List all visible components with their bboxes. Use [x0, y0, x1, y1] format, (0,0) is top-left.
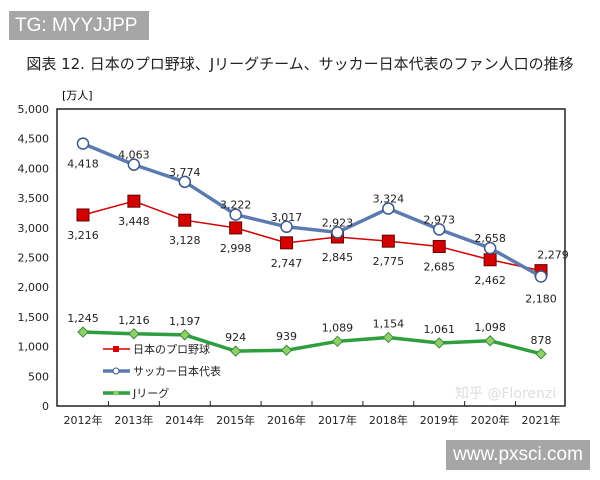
data-label: 2,775 — [373, 255, 405, 268]
y-tick-label: 2,000 — [18, 281, 50, 294]
data-label: 2,658 — [474, 232, 506, 245]
x-tick-label: 2012年 — [64, 413, 103, 427]
data-label: 1,197 — [169, 315, 201, 328]
data-label: 3,324 — [373, 193, 405, 206]
marker-diamond — [77, 326, 89, 338]
data-label: 2,923 — [322, 216, 354, 229]
series-line-2 — [82, 330, 542, 356]
marker-circle — [483, 241, 497, 255]
marker-square — [178, 213, 192, 227]
data-label: 4,418 — [67, 158, 99, 171]
y-tick-label: 500 — [28, 370, 49, 383]
marker-circle — [534, 270, 548, 283]
y-tick-label: 0 — [42, 400, 49, 413]
data-label: 2,973 — [423, 213, 455, 226]
x-tick-label: 2019年 — [420, 413, 459, 427]
y-tick-label: 4,000 — [18, 162, 50, 175]
data-label: 1,245 — [67, 312, 99, 325]
data-label: 1,098 — [474, 321, 506, 334]
legend-marker-diamond — [113, 390, 119, 396]
y-axis-label: [万人] — [62, 89, 93, 102]
y-tick-label: 5,000 — [18, 103, 50, 116]
data-label: 2,747 — [271, 257, 303, 270]
marker-diamond — [535, 348, 547, 360]
legend-label: 日本のプロ野球 — [133, 342, 210, 356]
data-label: 924 — [225, 331, 246, 344]
watermark-bottom: www.pxsci.com — [446, 440, 590, 470]
marker-circle — [229, 208, 242, 221]
data-label: 2,685 — [423, 261, 455, 274]
watermark-faint: 知乎 @Florenzi — [455, 385, 556, 402]
marker-circle — [432, 223, 446, 236]
y-tick-label: 3,000 — [18, 222, 50, 235]
data-label: 3,128 — [169, 234, 201, 247]
data-label: 2,180 — [525, 293, 557, 306]
data-label: 2,462 — [474, 274, 506, 287]
marker-circle — [331, 226, 344, 239]
x-tick-label: 2017年 — [318, 413, 357, 427]
marker-diamond — [484, 335, 496, 347]
x-tick-label: 2018年 — [369, 413, 408, 427]
data-label: 3,017 — [271, 211, 303, 224]
data-label: 2,279 — [537, 249, 569, 262]
marker-square — [432, 240, 446, 254]
marker-diamond — [229, 345, 242, 357]
legend-marker-circle — [112, 367, 120, 375]
series-line-1 — [82, 141, 542, 279]
x-tick-label: 2020年 — [471, 413, 510, 427]
data-label: 4,063 — [118, 149, 150, 162]
marker-square — [483, 253, 497, 267]
y-tick-label: 2,500 — [18, 252, 50, 265]
data-label: 1,216 — [118, 314, 150, 327]
marker-square — [381, 234, 395, 248]
marker-diamond — [433, 337, 445, 349]
marker-circle — [76, 137, 90, 150]
marker-diamond — [128, 328, 140, 340]
data-label: 3,216 — [67, 229, 99, 242]
marker-square — [229, 221, 243, 235]
marker-diamond — [382, 331, 395, 344]
data-label: 3,448 — [118, 215, 150, 228]
marker-square — [76, 208, 90, 222]
x-tick-label: 2014年 — [165, 413, 204, 427]
legend-label: Jリーグ — [132, 386, 169, 400]
x-tick-label: 2021年 — [522, 413, 561, 427]
marker-diamond — [331, 335, 344, 348]
y-tick-label: 1,000 — [18, 341, 50, 354]
y-tick-label: 1,500 — [18, 311, 50, 324]
data-label: 1,061 — [423, 323, 455, 336]
data-label: 2,845 — [322, 251, 354, 264]
marker-diamond — [280, 344, 293, 356]
data-label: 1,154 — [373, 317, 405, 330]
data-label: 3,222 — [220, 199, 252, 212]
chart-title: 図表 12. 日本のプロ野球、Jリーグチーム、サッカー日本代表のファン人口の推移 — [26, 55, 574, 73]
y-tick-label: 4,500 — [18, 133, 50, 146]
marker-circle — [127, 158, 141, 171]
data-label: 939 — [276, 330, 297, 343]
plot-frame — [56, 108, 566, 407]
marker-diamond — [179, 329, 191, 341]
x-tick-label: 2013年 — [114, 413, 153, 427]
marker-square — [127, 194, 141, 208]
marker-circle — [280, 220, 293, 234]
legend-label: サッカー日本代表 — [133, 364, 221, 378]
x-tick-label: 2016年 — [267, 413, 306, 427]
marker-circle — [382, 202, 395, 215]
data-label: 2,998 — [220, 242, 252, 255]
data-label: 3,774 — [169, 166, 201, 179]
marker-square — [280, 236, 294, 250]
marker-circle — [178, 175, 192, 189]
y-tick-label: 3,500 — [18, 192, 50, 205]
x-tick-label: 2015年 — [216, 413, 255, 427]
watermark-top: TG: MYYJJPP — [9, 11, 149, 40]
data-label: 1,089 — [322, 321, 354, 334]
series-line-0 — [82, 200, 542, 272]
legend-marker-square — [113, 346, 119, 352]
data-label: 878 — [531, 334, 552, 347]
